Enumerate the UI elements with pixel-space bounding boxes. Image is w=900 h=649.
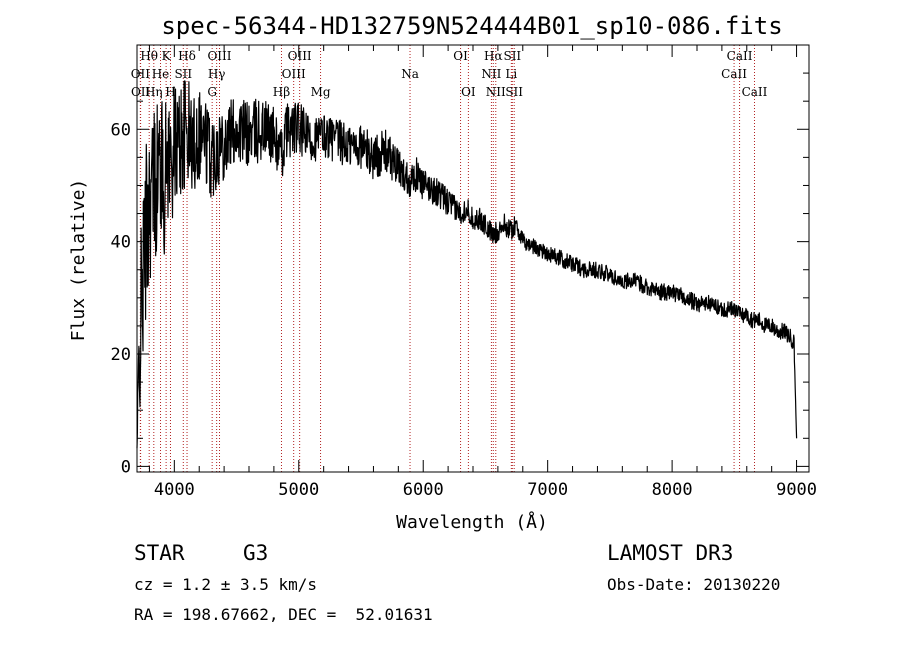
x-axis-label: Wavelength (Å) [396,511,548,533]
x-tick-label: 6000 [403,480,444,500]
line-label: OIII [207,49,231,63]
x-tick-label: 8000 [652,480,693,500]
line-label: SII [505,85,523,99]
object-class: STAR [134,541,185,565]
line-label: OIII [282,67,306,81]
line-label: Hδ [178,49,196,63]
flux-line [136,80,798,449]
line-label: Hβ [273,85,290,99]
line-label: Hα [484,49,503,63]
line-label: He [152,67,170,81]
line-label: CaII [727,49,753,63]
line-label: Na [401,67,419,81]
y-axis-label: Flux (relative) [68,179,89,342]
x-tick-label: 9000 [776,480,817,500]
chart-title: spec-56344-HD132759N524444B01_sp10-086.f… [161,12,782,40]
line-label: NII [486,85,506,99]
line-label: Mg [311,85,331,99]
flux-series [136,80,798,449]
line-label: OI [461,85,476,99]
y-tick-label: 60 [111,120,131,140]
line-label: SII [174,67,192,81]
object-subclass: G3 [243,541,269,565]
redshift-text: cz = 1.2 ± 3.5 km/s [134,575,318,594]
line-label: G [207,85,217,99]
line-label: OII [131,85,151,99]
observation-date: Obs-Date: 20130220 [607,575,781,594]
line-label: K [162,49,172,63]
x-tick-label: 7000 [527,480,568,500]
line-label: CaII [721,67,747,81]
spectral-line-markers [139,45,755,472]
y-tick-label: 20 [111,345,131,365]
line-label: CaII [742,85,768,99]
line-label: OIII [288,49,312,63]
line-label: Hη [145,85,163,99]
line-label: Hγ [208,67,226,81]
line-label: Hθ [140,49,158,63]
plot-frame [136,44,810,473]
x-tick-label: 4000 [154,480,195,500]
line-label: OII [131,67,151,81]
line-label: OI [453,49,468,63]
y-tick-label: 40 [111,233,131,253]
line-label: SII [503,49,521,63]
survey-name: LAMOST DR3 [607,541,734,565]
y-tick-label: 0 [121,457,131,477]
x-tick-label: 5000 [278,480,319,500]
line-label: Li [505,67,517,81]
line-label: NII [481,67,501,81]
plot-axes: 4000 5000 6000 7000 8000 9000 0 20 40 60 [111,44,817,500]
line-label: H [165,85,175,99]
coordinates-text: RA = 198.67662, DEC = 52.01631 [134,605,433,624]
